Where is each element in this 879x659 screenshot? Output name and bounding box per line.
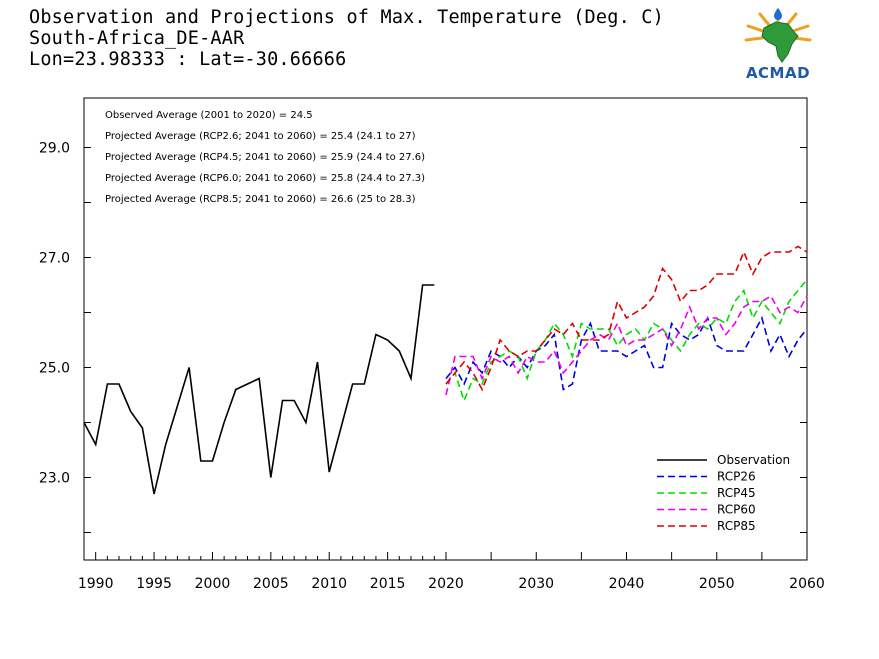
x-tick-label: 1995 [136, 576, 172, 592]
series-lines [83, 245, 808, 495]
legend-label: RCP85 [717, 519, 756, 533]
average-annotation: Projected Average (RCP2.6; 2041 to 2060)… [105, 131, 416, 142]
station-coordinates: Lon=23.98333 : Lat=-30.66666 [29, 49, 347, 70]
africa-map-logo-icon [744, 8, 812, 63]
average-annotation: Observed Average (2001 to 2020) = 24.5 [105, 110, 313, 121]
y-axis: 23.0 25.0 27.0 29.0 [39, 141, 807, 533]
legend: Observation RCP26 RCP45 RCP60 RCP85 [657, 453, 790, 533]
x-tick-label: 2060 [789, 576, 825, 592]
average-annotation: Projected Average (RCP8.5; 2041 to 2060)… [105, 194, 416, 205]
x-tick-label: 2030 [518, 576, 554, 592]
y-tick-label: 23.0 [39, 471, 70, 487]
y-tick-label: 27.0 [39, 251, 70, 267]
series-line-rcp45 [445, 278, 808, 403]
y-tick-label: 25.0 [39, 361, 70, 377]
x-tick-label: 2000 [195, 576, 231, 592]
acmad-logo: ACMAD [736, 6, 820, 84]
logo-text: ACMAD [745, 64, 811, 82]
legend-label: RCP45 [717, 486, 756, 500]
series-line-rcp26 [445, 315, 808, 391]
x-tick-label: 2050 [699, 576, 735, 592]
series-line-observation [83, 284, 435, 495]
x-tick-label: 2015 [370, 576, 406, 592]
x-tick-label: 2020 [428, 576, 464, 592]
average-annotation: Projected Average (RCP4.5; 2041 to 2060)… [105, 152, 425, 163]
series-line-rcp85 [445, 245, 808, 392]
x-tick-label: 2040 [609, 576, 645, 592]
x-tick-label: 1990 [78, 576, 114, 592]
legend-label: RCP26 [717, 470, 756, 484]
y-tick-label: 29.0 [39, 141, 70, 157]
chart-title-block: Observation and Projections of Max. Temp… [29, 7, 664, 70]
station-name: South-Africa_DE-AAR [29, 28, 245, 49]
chart-title: Observation and Projections of Max. Temp… [29, 7, 664, 28]
x-axis: 1990 1995 2000 2005 2010 2015 2020 2030 2040 2050… [78, 552, 825, 592]
average-annotation: Projected Average (RCP6.0; 2041 to 2060)… [105, 173, 425, 184]
average-annotations: Observed Average (2001 to 2020) = 24.5 Pr… [105, 110, 425, 205]
x-tick-label: 2005 [253, 576, 289, 592]
series-line-rcp60 [445, 294, 808, 396]
x-tick-label: 2010 [311, 576, 347, 592]
legend-label: RCP60 [717, 503, 756, 517]
legend-label: Observation [717, 453, 790, 467]
